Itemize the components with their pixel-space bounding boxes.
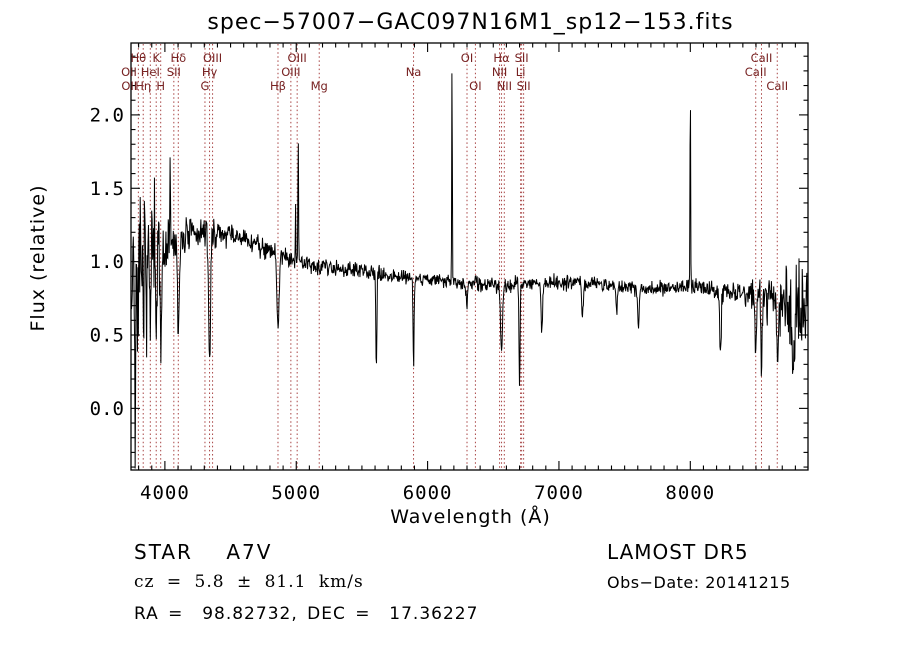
cz-velocity: cz = 5.8 ± 81.1 km/s <box>134 572 364 592</box>
spectral-line-label: CaII <box>751 51 773 65</box>
axes-box <box>130 42 809 471</box>
spectrum-path <box>131 73 808 469</box>
star-classification: STAR A7V <box>134 540 273 564</box>
x-axis-label: Wavelength (Å) <box>390 506 551 528</box>
spectral-line-label: Hγ <box>202 65 218 79</box>
spectral-line-label: Hα <box>493 51 510 65</box>
y-tick-label: 1.5 <box>90 178 124 200</box>
spectral-line-label: Hδ <box>170 51 186 65</box>
spectral-line-label: HeI <box>141 65 160 79</box>
x-tick-label: 4000 <box>140 482 190 504</box>
y-tick-label: 0.0 <box>90 398 124 420</box>
ra-dec-coordinates: RA = 98.82732, DEC = 17.36227 <box>134 604 479 624</box>
spectral-line-label: NII <box>497 79 512 93</box>
spectral-line-label: SII <box>517 79 531 93</box>
x-tick-label: 5000 <box>271 482 321 504</box>
y-tick-label: 1.0 <box>90 251 124 273</box>
spectral-line-label: OII <box>121 79 137 93</box>
x-tick-label: 7000 <box>534 482 584 504</box>
spectral-line-label: Mg <box>311 79 328 93</box>
spectral-line-label: CaII <box>766 79 788 93</box>
y-tick-label: 2.0 <box>90 104 124 126</box>
spectral-line-label: OI <box>469 79 481 93</box>
y-tick-label: 0.5 <box>90 325 124 347</box>
plot-title: spec−57007−GAC097N16M1_sp12−153.fits <box>207 10 734 35</box>
spectral-line-label: OIII <box>203 51 222 65</box>
spectral-line-label: OIII <box>288 51 307 65</box>
spectral-line-label: G <box>200 79 209 93</box>
spectral-line-label: OI <box>461 51 473 65</box>
spectral-line-label: CaII <box>745 65 767 79</box>
y-axis-label: Flux (relative) <box>27 184 49 332</box>
axis-ticks <box>131 43 808 470</box>
spectral-line-label: SII <box>167 65 181 79</box>
spectral-line-label: Hβ <box>270 79 286 93</box>
spectral-line-label: Hη <box>135 79 151 93</box>
x-tick-label: 8000 <box>665 482 715 504</box>
spectral-line-label: H <box>156 79 165 93</box>
spectral-line-label: K <box>152 51 160 65</box>
spectral-line-label: Li <box>516 65 526 79</box>
spectral-line-label: Na <box>406 65 422 79</box>
spectral-line-label: NII <box>492 65 507 79</box>
spectral-line-label: OIII <box>281 65 300 79</box>
spectral-line-label: Hθ <box>131 51 147 65</box>
spectral-line-label: SII <box>515 51 529 65</box>
x-tick-label: 6000 <box>403 482 453 504</box>
spectral-line-label: OII <box>121 65 137 79</box>
survey-release: LAMOST DR5 <box>607 540 749 564</box>
obs-date: Obs−Date: 20141215 <box>607 573 791 592</box>
